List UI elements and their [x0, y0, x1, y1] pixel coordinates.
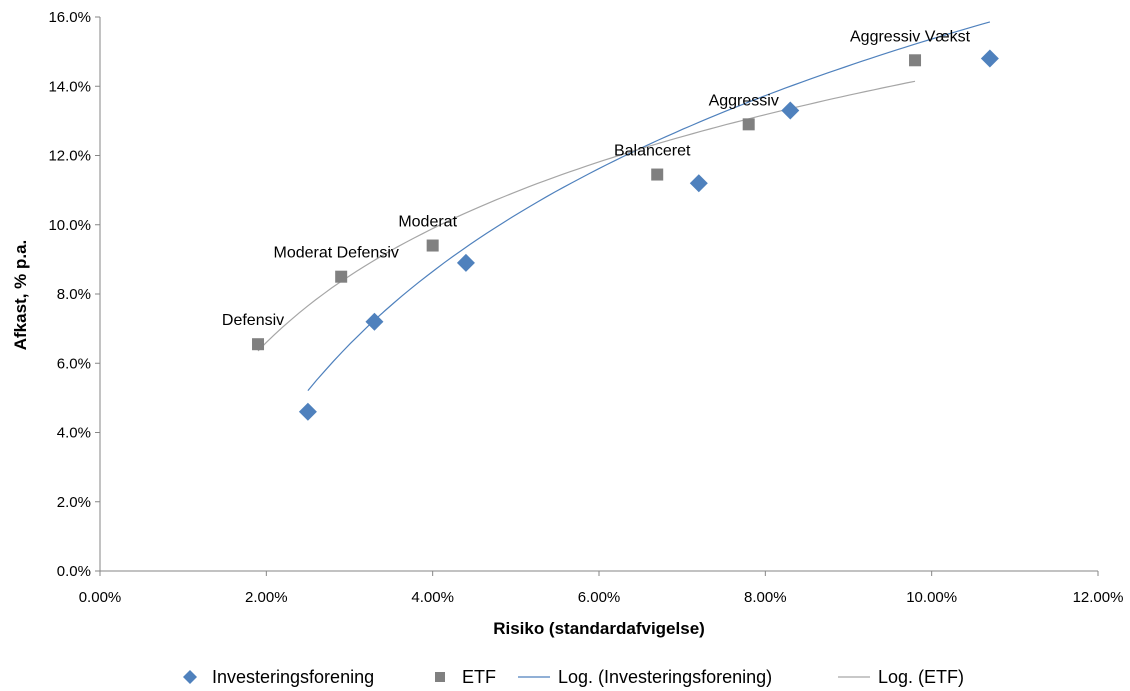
- point-investeringsforening: [298, 402, 317, 421]
- point-annotation: Balanceret: [614, 143, 691, 160]
- legend-label: Log. (ETF): [878, 667, 964, 687]
- x-tick-label: 6.00%: [578, 589, 621, 606]
- point-investeringsforening: [689, 174, 708, 193]
- axes: 0.0% 2.0% 4.0% 6.0% 8.0% 10.0% 12.0% 14.0% 16.0%…: [48, 9, 1123, 606]
- x-tick-label: 8.00%: [744, 589, 787, 606]
- y-tick-label: 10.0%: [48, 217, 91, 234]
- legend-label: Log. (Investeringsforening): [558, 667, 772, 687]
- point-annotation: Aggressiv Vækst: [850, 28, 971, 45]
- legend-square-marker: [435, 672, 445, 682]
- point-annotation: Moderat: [398, 214, 457, 231]
- y-tick-label: 4.0%: [57, 425, 91, 442]
- y-tick-label: 8.0%: [57, 286, 91, 303]
- legend: Investeringsforening ETF Log. (Investering…: [183, 667, 964, 687]
- data-points: [252, 49, 999, 421]
- point-etf: [252, 338, 265, 351]
- point-investeringsforening: [980, 49, 999, 68]
- y-tick-label: 14.0%: [48, 78, 91, 95]
- trendlines: [257, 21, 991, 391]
- point-investeringsforening: [781, 101, 800, 120]
- x-tick-label: 12.00%: [1073, 589, 1124, 606]
- y-tick-label: 12.0%: [48, 148, 91, 165]
- trendline-etf: [257, 80, 916, 352]
- trendline-investeringsforening: [307, 21, 991, 391]
- point-etf: [742, 118, 755, 131]
- point-etf: [335, 270, 348, 283]
- x-axis-title: Risiko (standardafvigelse): [493, 619, 705, 638]
- point-etf: [651, 168, 664, 181]
- point-etf: [426, 239, 439, 252]
- y-tick-label: 0.0%: [57, 563, 91, 580]
- point-annotation: Defensiv: [222, 312, 284, 329]
- point-annotation: Aggressiv: [709, 92, 779, 109]
- legend-diamond-marker: [183, 670, 197, 684]
- y-tick-label: 2.0%: [57, 494, 91, 511]
- point-etf: [909, 54, 922, 67]
- point-investeringsforening: [365, 312, 384, 331]
- legend-label: ETF: [462, 667, 496, 687]
- point-annotation: Moderat Defensiv: [273, 245, 398, 262]
- point-investeringsforening: [456, 253, 475, 272]
- y-tick-label: 16.0%: [48, 9, 91, 26]
- x-tick-label: 4.00%: [411, 589, 454, 606]
- x-tick-label: 10.00%: [906, 589, 957, 606]
- y-axis-title: Afkast, % p.a.: [11, 240, 30, 351]
- legend-label: Investeringsforening: [212, 667, 374, 687]
- x-tick-label: 0.00%: [79, 589, 122, 606]
- x-tick-label: 2.00%: [245, 589, 288, 606]
- y-tick-label: 6.0%: [57, 355, 91, 372]
